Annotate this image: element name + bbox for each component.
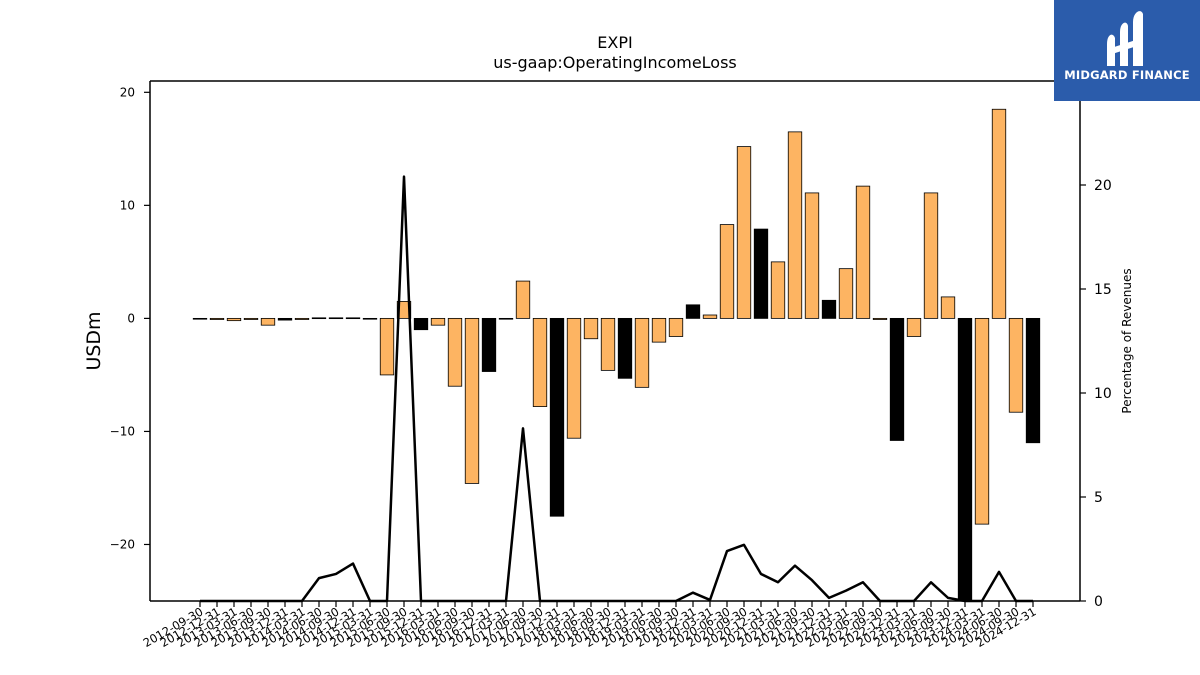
bar-2019-12-31 <box>685 304 701 319</box>
bar-2021-06-30 <box>787 131 803 319</box>
bar-2022-09-30 <box>872 317 888 320</box>
bar-2018-12-31 <box>617 317 633 379</box>
bar-2023-06-30 <box>923 192 939 319</box>
bar-2016-09-30 <box>464 317 480 484</box>
chart-subtitle: us-gaap:OperatingIncomeLoss <box>493 53 737 72</box>
chart-title: EXPI <box>597 33 632 52</box>
y-tick-label: 0 <box>127 311 135 325</box>
bar-2013-12-31 <box>277 317 293 321</box>
midgard-logo-icon <box>1107 11 1143 67</box>
bar-2014-09-30 <box>328 317 344 320</box>
bar-2021-12-31 <box>821 299 837 319</box>
y2-axis-label: Percentage of Revenues <box>1120 268 1134 413</box>
bar-2016-12-31 <box>481 317 497 372</box>
bar-2019-06-30 <box>651 317 667 343</box>
y-tick-label: −10 <box>110 424 135 438</box>
bar-2018-03-31 <box>566 317 582 439</box>
bar-2020-12-31 <box>753 228 769 319</box>
bar-2016-03-31 <box>430 317 446 326</box>
bar-2013-03-31 <box>226 317 242 322</box>
bar-2014-12-31 <box>345 317 361 320</box>
bar-2012-09-30 <box>192 317 208 320</box>
percentage-line <box>200 175 1033 603</box>
bar-2014-06-30 <box>311 317 327 320</box>
bar-2017-12-31 <box>549 317 565 517</box>
bar-2019-09-30 <box>668 317 684 337</box>
y-axis-label: USDm <box>83 311 105 370</box>
bar-2020-03-31 <box>702 314 718 319</box>
logo-text: MIDGARD FINANCE <box>1064 68 1190 82</box>
bar-2021-03-31 <box>770 261 786 319</box>
percentage-line-group <box>200 175 1033 603</box>
bar-2024-03-31 <box>974 317 990 525</box>
y2-tick-label: 15 <box>1094 282 1112 298</box>
bar-2017-03-31 <box>498 317 514 320</box>
bar-2014-03-31 <box>294 317 310 320</box>
bar-group <box>192 108 1041 602</box>
y2-tick-label: 0 <box>1094 594 1103 610</box>
y2-tick-label: 10 <box>1094 386 1112 402</box>
bar-2019-03-31 <box>634 317 650 388</box>
bar-2024-06-30 <box>991 108 1007 319</box>
bar-2021-09-30 <box>804 192 820 319</box>
bar-2015-03-31 <box>362 317 378 320</box>
bar-2012-12-31 <box>209 317 225 320</box>
bar-2016-06-30 <box>447 317 463 387</box>
y-tick-label: −20 <box>110 537 135 551</box>
y2-tick-label: 20 <box>1094 178 1112 194</box>
bar-2024-12-31 <box>1025 317 1041 444</box>
bar-2015-09-30 <box>396 301 412 319</box>
bar-2020-06-30 <box>719 224 735 319</box>
bar-2020-09-30 <box>736 146 752 319</box>
y-ticks: −20 −10 0 10 20 <box>110 85 150 551</box>
bar-2015-06-30 <box>379 317 395 376</box>
bar-2023-09-30 <box>940 296 956 319</box>
bar-2023-12-31 <box>957 317 973 602</box>
bar-2018-06-30 <box>583 317 599 340</box>
bar-2015-12-31 <box>413 317 429 331</box>
y2-ticks: 0510152025 <box>1080 74 1112 610</box>
bar-2022-06-30 <box>855 185 871 319</box>
x-ticks: 2012-09-302012-12-312013-03-312013-06-30… <box>141 601 1039 650</box>
y-tick-label: 10 <box>120 198 135 212</box>
bar-2013-09-30 <box>260 317 276 326</box>
bar-2017-09-30 <box>532 317 548 407</box>
bar-2023-03-31 <box>906 317 922 337</box>
bar-2022-03-31 <box>838 268 854 319</box>
bar-2018-09-30 <box>600 317 616 371</box>
bar-2013-06-30 <box>243 317 259 320</box>
bar-2022-12-31 <box>889 317 905 441</box>
y-tick-label: 20 <box>120 85 135 99</box>
midgard-finance-logo: MIDGARD FINANCE <box>1054 0 1200 101</box>
y2-tick-label: 5 <box>1094 490 1103 506</box>
bar-2024-09-30 <box>1008 317 1024 413</box>
axes <box>149 80 1081 602</box>
bar-2017-06-30 <box>515 280 531 319</box>
